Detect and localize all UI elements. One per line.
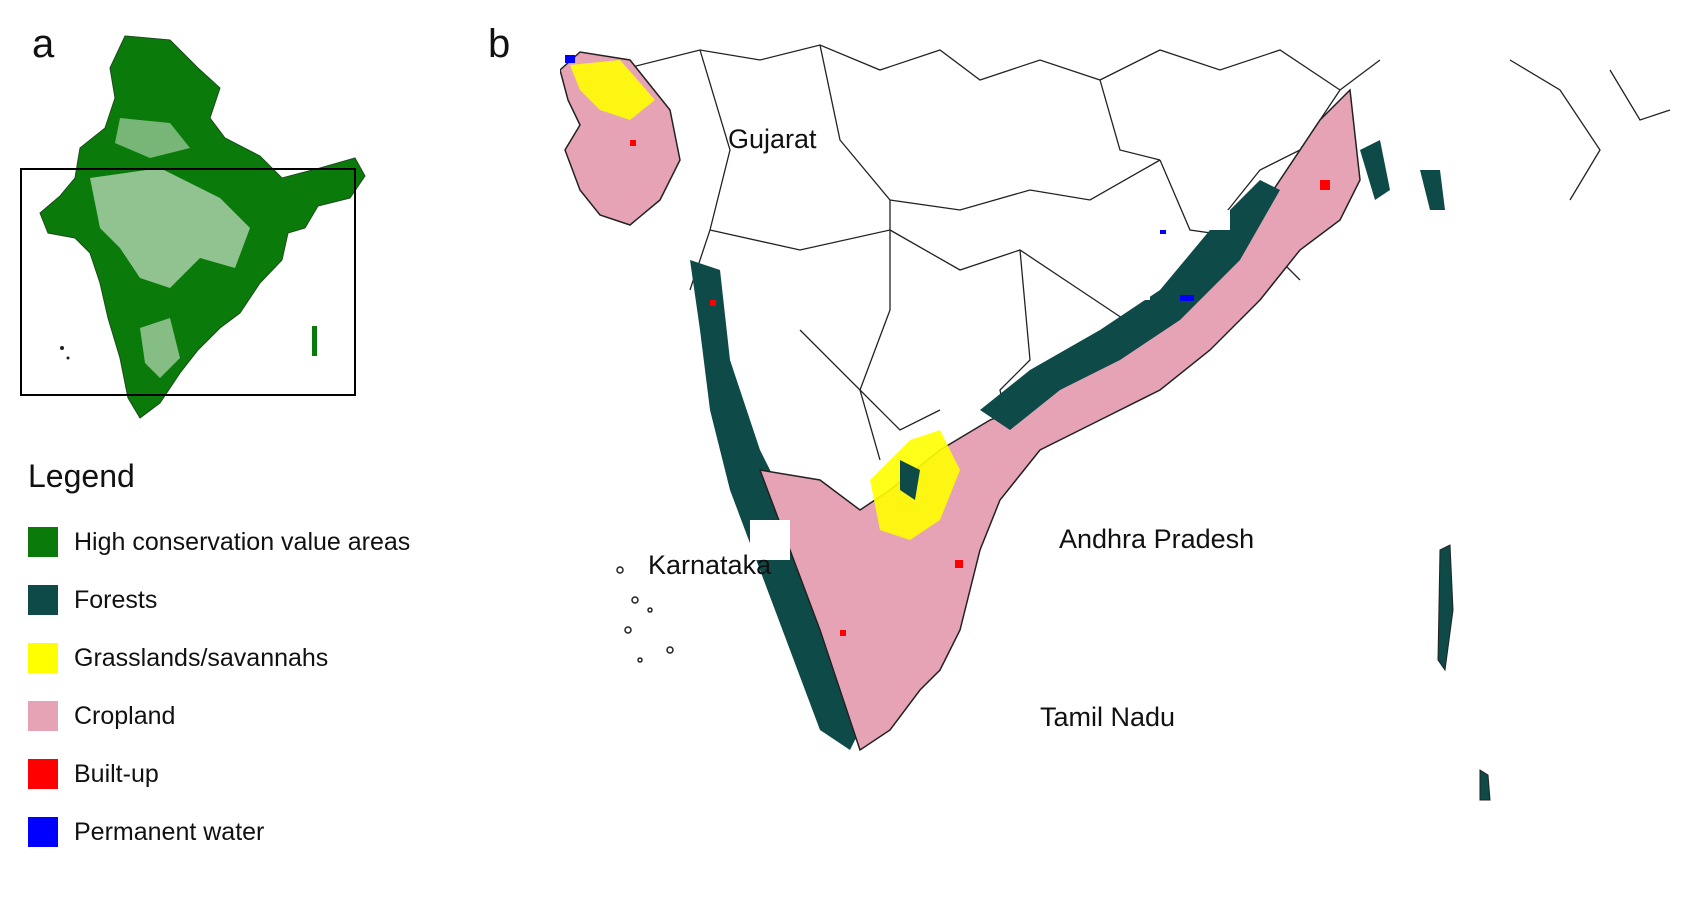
legend-swatch-built-up (28, 759, 58, 789)
legend-label-cropland: Cropland (74, 701, 176, 730)
legend-label-built-up: Built-up (74, 759, 159, 788)
legend-item-permanent-water: Permanent water (28, 803, 488, 861)
legend-item-built-up: Built-up (28, 745, 488, 803)
legend-label-permanent-water: Permanent water (74, 817, 265, 846)
panel-a-letter: a (32, 22, 55, 66)
legend-label-grasslands: Grasslands/savannahs (74, 643, 329, 672)
label-karnataka: Karnataka (648, 550, 772, 580)
lakshadweep-islands (616, 566, 674, 663)
legend-swatch-cropland (28, 701, 58, 731)
inset-extent-box (20, 168, 356, 396)
legend-label-hcv: High conservation value areas (74, 527, 411, 556)
legend-item-grasslands: Grasslands/savannahs (28, 629, 488, 687)
built-up-spots (630, 140, 1330, 636)
panel-b-letter: b (488, 22, 511, 66)
legend-item-forests: Forests (28, 571, 488, 629)
legend-swatch-hcv (28, 527, 58, 557)
label-andhra-pradesh: Andhra Pradesh (1059, 524, 1255, 554)
eastern-ghats-forest (980, 180, 1280, 430)
permanent-water-spots (1160, 230, 1194, 301)
label-tamil-nadu: Tamil Nadu (1040, 702, 1176, 732)
southern-india-landcover-map (560, 44, 1671, 801)
label-gujarat: Gujarat (728, 124, 817, 154)
legend-swatch-permanent-water (28, 817, 58, 847)
map-legend: Legend High conservation value areas For… (28, 458, 488, 861)
legend-swatch-forests (28, 585, 58, 615)
legend-item-hcv: High conservation value areas (28, 513, 488, 571)
india-overview-map (20, 35, 366, 419)
northeast-fragment (1360, 140, 1445, 210)
legend-item-cropland: Cropland (28, 687, 488, 745)
legend-label-forests: Forests (74, 585, 158, 614)
andaman-islands (1437, 544, 1491, 801)
legend-swatch-grasslands (28, 643, 58, 673)
legend-title: Legend (28, 458, 135, 494)
